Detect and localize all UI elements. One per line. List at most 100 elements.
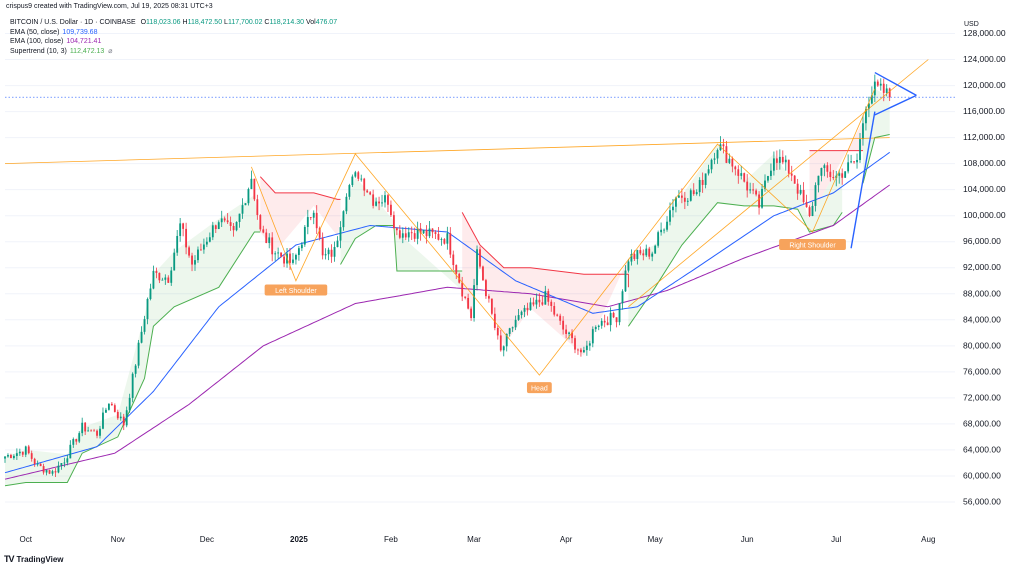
candle-body[interactable]: [648, 248, 651, 257]
candle-body[interactable]: [259, 215, 262, 230]
flag-trendline[interactable]: [850, 111, 876, 249]
candle-body[interactable]: [580, 349, 582, 353]
candle-body[interactable]: [526, 307, 529, 311]
candle-body[interactable]: [767, 176, 769, 181]
candle-body[interactable]: [862, 123, 864, 140]
candle-body[interactable]: [200, 249, 202, 251]
candle-body[interactable]: [384, 195, 386, 203]
candle-body[interactable]: [838, 173, 841, 176]
candle-body[interactable]: [879, 83, 882, 86]
candle-body[interactable]: [214, 225, 217, 230]
candle-body[interactable]: [740, 173, 743, 176]
candle-body[interactable]: [327, 249, 330, 255]
candle-body[interactable]: [158, 272, 161, 281]
candle-body[interactable]: [321, 237, 324, 256]
candle-body[interactable]: [116, 411, 119, 419]
candle-body[interactable]: [295, 254, 297, 260]
candle-body[interactable]: [876, 81, 879, 86]
candle-body[interactable]: [517, 315, 520, 320]
candle-body[interactable]: [345, 196, 348, 212]
candle-body[interactable]: [274, 253, 277, 255]
candle-body[interactable]: [663, 229, 665, 231]
candle-body[interactable]: [755, 190, 758, 195]
candle-body[interactable]: [75, 439, 78, 442]
candle-body[interactable]: [493, 313, 496, 328]
candle-body[interactable]: [211, 225, 214, 238]
candle-body[interactable]: [639, 250, 642, 254]
candle-body[interactable]: [562, 320, 565, 330]
annotation-badge[interactable]: [779, 238, 846, 250]
candle-body[interactable]: [119, 416, 122, 419]
candle-body[interactable]: [105, 409, 107, 413]
candle-body[interactable]: [395, 228, 398, 231]
candle-body[interactable]: [746, 181, 749, 191]
candle-body[interactable]: [140, 331, 143, 343]
candle-body[interactable]: [60, 463, 63, 466]
candle-body[interactable]: [7, 454, 9, 457]
candle-body[interactable]: [574, 338, 576, 350]
candle-body[interactable]: [223, 218, 226, 221]
candle-body[interactable]: [787, 159, 790, 174]
candle-body[interactable]: [42, 466, 45, 473]
candle-body[interactable]: [202, 244, 205, 250]
candle-body[interactable]: [535, 299, 538, 305]
candle-body[interactable]: [21, 451, 24, 455]
candle-body[interactable]: [357, 172, 360, 179]
candle-body[interactable]: [464, 296, 467, 298]
candle-body[interactable]: [713, 158, 716, 160]
candle-body[interactable]: [99, 428, 101, 436]
candle-body[interactable]: [689, 190, 692, 201]
candle-body[interactable]: [51, 471, 54, 474]
price-axis[interactable]: 56,000.00 60,000.00 64,000.00 68,000.00 72,0…: [963, 28, 1006, 506]
candle-body[interactable]: [841, 173, 844, 178]
candle-body[interactable]: [268, 237, 271, 243]
candle-body[interactable]: [208, 237, 211, 242]
candle-body[interactable]: [698, 179, 701, 193]
candle-body[interactable]: [131, 373, 134, 398]
candle-body[interactable]: [244, 203, 247, 206]
candle-body[interactable]: [805, 202, 808, 208]
candle-body[interactable]: [372, 194, 375, 206]
candle-body[interactable]: [814, 185, 817, 206]
candle-body[interactable]: [532, 302, 535, 305]
candle-body[interactable]: [253, 178, 256, 200]
candle-body[interactable]: [10, 454, 12, 459]
currency-label[interactable]: USD: [964, 21, 979, 28]
candle-body[interactable]: [84, 422, 87, 432]
candle-body[interactable]: [600, 320, 603, 326]
candle-body[interactable]: [758, 194, 760, 208]
candle-body[interactable]: [811, 205, 814, 216]
candle-body[interactable]: [553, 305, 556, 315]
candle-body[interactable]: [544, 291, 547, 305]
candle-body[interactable]: [686, 200, 689, 202]
candle-body[interactable]: [176, 235, 179, 253]
candle-body[interactable]: [416, 228, 419, 239]
candle-body[interactable]: [722, 144, 725, 147]
candle-body[interactable]: [731, 158, 734, 167]
candle-body[interactable]: [612, 312, 615, 318]
candle-body[interactable]: [303, 226, 306, 245]
candle-body[interactable]: [514, 319, 517, 328]
supertrend-legend-row[interactable]: Supertrend (10, 3) 112,472.13 ⌀: [10, 47, 337, 57]
candle-body[interactable]: [856, 159, 858, 163]
candle-body[interactable]: [443, 239, 446, 244]
candle-body[interactable]: [66, 458, 69, 463]
candle-body[interactable]: [672, 206, 674, 211]
candle-body[interactable]: [485, 280, 487, 297]
candle-body[interactable]: [348, 185, 351, 197]
candle-body[interactable]: [859, 139, 861, 160]
candle-body[interactable]: [143, 319, 146, 332]
candle-body[interactable]: [419, 228, 422, 234]
candle-body[interactable]: [490, 298, 493, 314]
candle-body[interactable]: [865, 108, 867, 124]
candle-body[interactable]: [761, 188, 763, 208]
candle-body[interactable]: [387, 195, 389, 205]
candle-body[interactable]: [461, 282, 464, 297]
time-axis[interactable]: Oct Nov Dec 2025 Feb Mar Apr May Jun Jul Aug: [20, 535, 936, 544]
tradingview-logo[interactable]: TV TradingView: [4, 554, 64, 564]
candle-body[interactable]: [300, 244, 303, 249]
candle-body[interactable]: [57, 465, 60, 473]
candle-body[interactable]: [390, 204, 392, 216]
candle-body[interactable]: [749, 189, 752, 191]
